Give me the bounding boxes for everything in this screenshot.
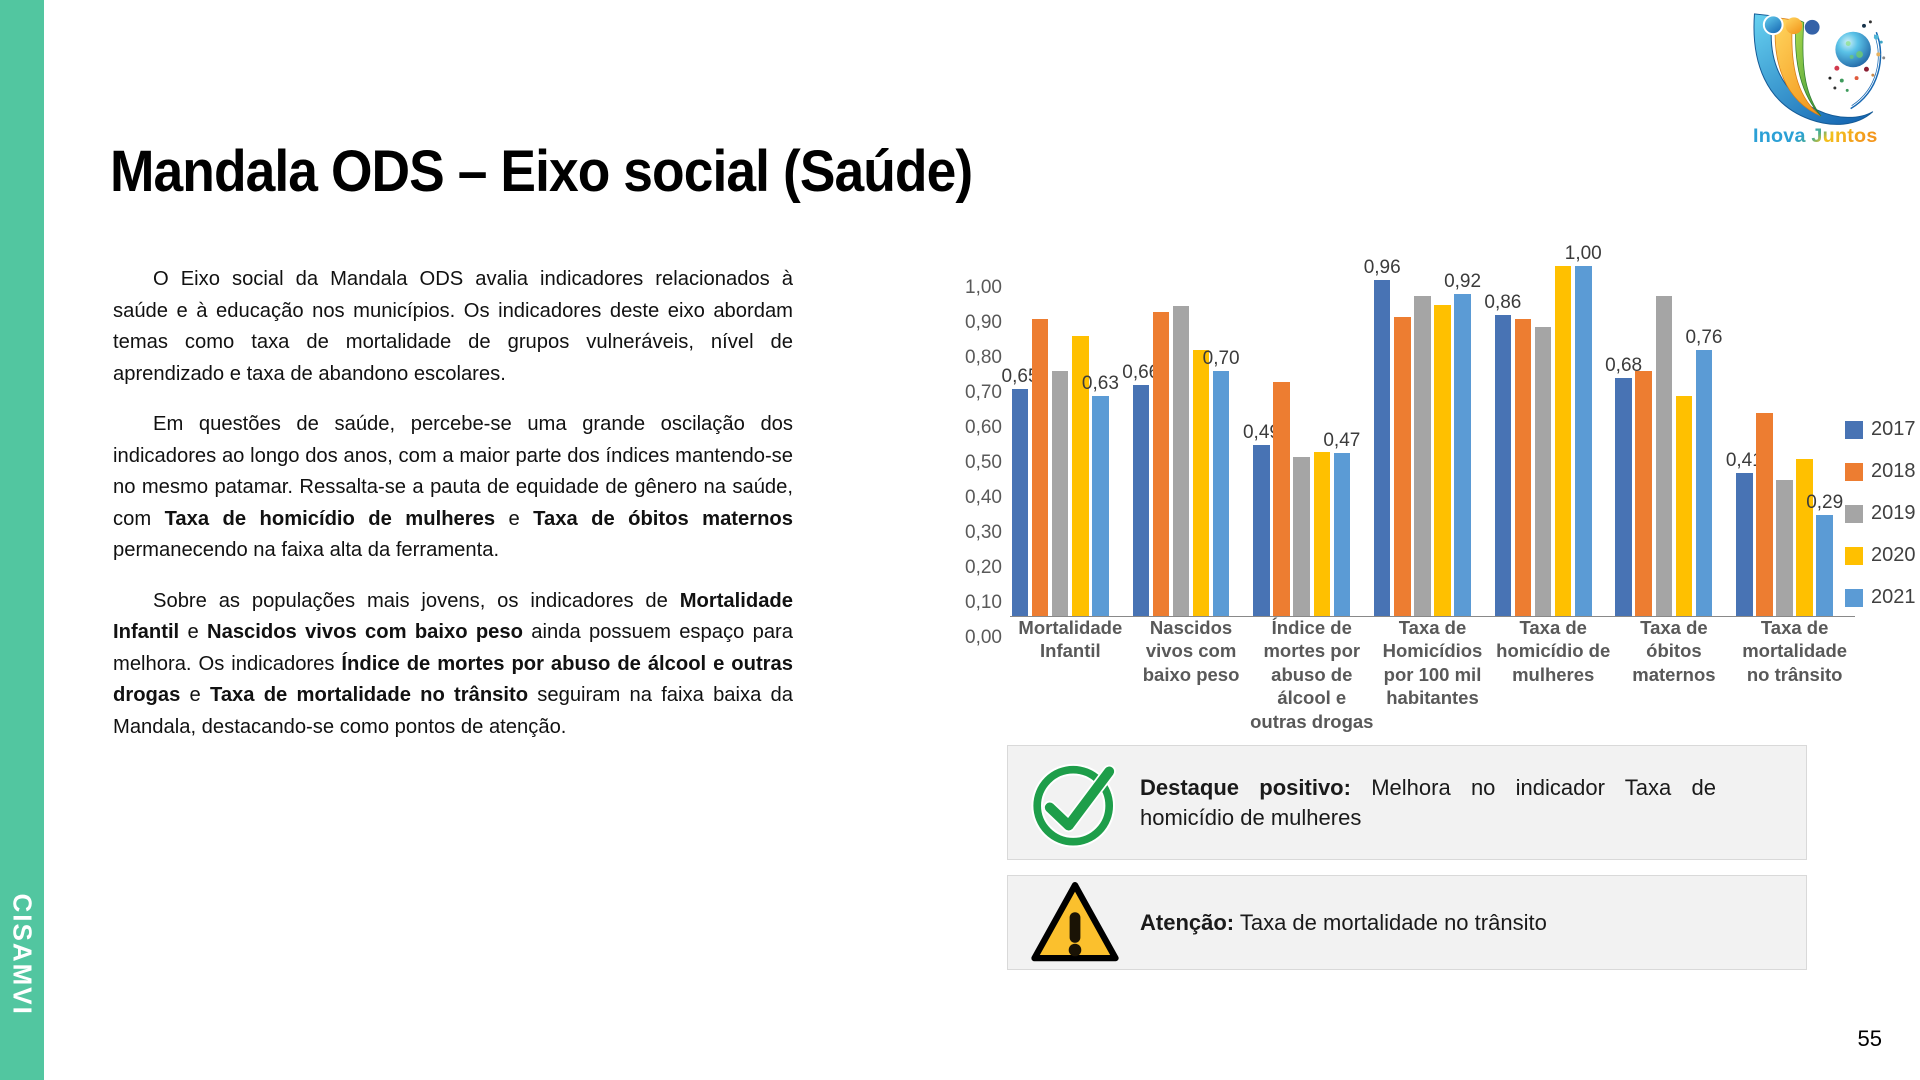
svg-text:Inova Juntos: Inova Juntos (1753, 125, 1878, 147)
